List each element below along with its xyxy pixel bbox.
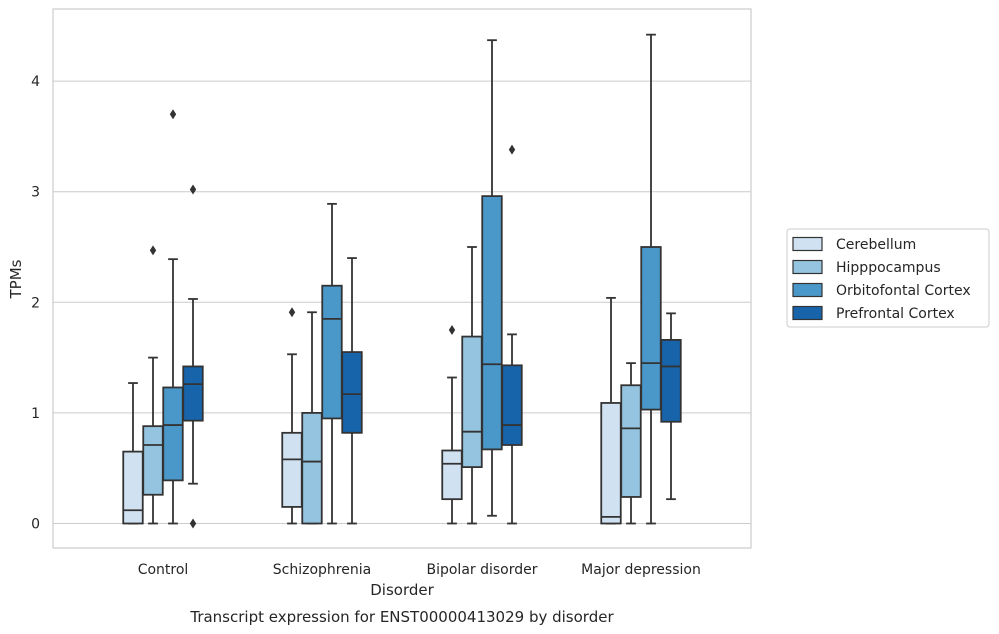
legend-swatch bbox=[792, 236, 823, 252]
box-group bbox=[441, 324, 463, 525]
legend-swatch bbox=[792, 305, 823, 321]
box bbox=[341, 351, 363, 434]
box-group bbox=[501, 144, 523, 525]
legend-label: Orbitofontal Cortex bbox=[836, 283, 971, 299]
box-group bbox=[301, 311, 323, 525]
outlier-point bbox=[189, 184, 197, 195]
box bbox=[182, 365, 204, 422]
box-group bbox=[640, 33, 662, 525]
y-tick-labels: 0 1 2 3 4 bbox=[31, 74, 40, 532]
y-tick-label: 3 bbox=[31, 185, 40, 201]
box-group bbox=[481, 39, 503, 517]
box bbox=[281, 431, 303, 508]
legend-swatch bbox=[792, 282, 823, 298]
outlier-point bbox=[189, 518, 197, 529]
outlier-point bbox=[169, 109, 177, 120]
box bbox=[441, 449, 463, 501]
box bbox=[600, 402, 622, 525]
box bbox=[620, 384, 642, 498]
box-group bbox=[162, 109, 184, 525]
box-group bbox=[142, 245, 164, 525]
box-group bbox=[182, 184, 204, 529]
legend-label: Hipppocampus bbox=[836, 260, 941, 276]
x-tick-label: Major depression bbox=[581, 562, 701, 578]
legend-label: Prefrontal Cortex bbox=[836, 306, 955, 322]
box bbox=[501, 364, 523, 446]
box bbox=[660, 339, 682, 423]
legend: Cerebellum Hipppocampus Orbitofontal Corte… bbox=[786, 228, 990, 328]
box bbox=[301, 411, 323, 525]
y-tick-label: 1 bbox=[31, 406, 40, 422]
legend-swatch bbox=[792, 259, 823, 275]
box bbox=[640, 246, 662, 411]
outlier-point bbox=[288, 307, 296, 318]
y-tick-label: 0 bbox=[31, 517, 40, 533]
x-tick-label: Schizophrenia bbox=[273, 562, 371, 578]
outlier-point bbox=[448, 324, 456, 335]
box bbox=[321, 284, 343, 420]
outlier-point bbox=[149, 245, 157, 256]
box bbox=[142, 425, 164, 496]
y-axis-label: TPMs bbox=[7, 259, 25, 299]
x-tick-label: Control bbox=[138, 562, 189, 578]
outlier-point bbox=[508, 144, 516, 155]
x-axis-label: Disorder bbox=[370, 581, 434, 599]
boxes bbox=[122, 33, 682, 529]
box bbox=[162, 386, 184, 482]
box bbox=[461, 335, 483, 468]
x-tick-labels: Control Schizophrenia Bipolar disorder Majo… bbox=[138, 562, 701, 578]
box bbox=[481, 195, 503, 451]
box-group bbox=[620, 362, 642, 525]
box-group bbox=[281, 307, 303, 525]
y-tick-label: 2 bbox=[31, 295, 40, 311]
box-group bbox=[660, 312, 682, 501]
legend-label: Cerebellum bbox=[836, 237, 916, 253]
chart-caption: Transcript expression for ENST0000041302… bbox=[189, 608, 614, 626]
box-group bbox=[341, 257, 363, 525]
y-tick-label: 4 bbox=[31, 74, 40, 90]
legend-frame bbox=[786, 228, 990, 328]
box bbox=[122, 450, 144, 525]
box-group bbox=[321, 202, 343, 525]
x-tick-label: Bipolar disorder bbox=[426, 562, 537, 578]
